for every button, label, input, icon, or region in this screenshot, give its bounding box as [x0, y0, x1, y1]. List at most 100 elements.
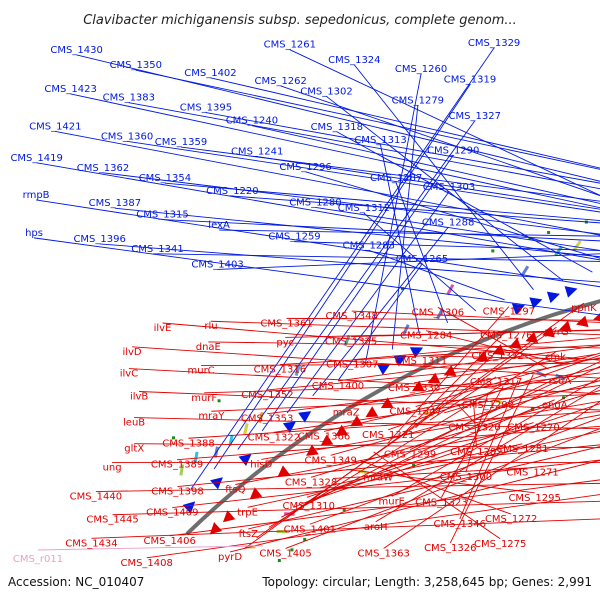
gene-label: CMS_1260	[395, 64, 447, 75]
label-leader-line	[99, 243, 600, 283]
label-leader-line	[135, 69, 600, 170]
gene-label: CMS_1430	[50, 45, 102, 56]
cog-category-block	[193, 451, 199, 464]
gene-label: CMS_1306	[412, 307, 464, 318]
reverse-cds-arrow	[209, 522, 223, 535]
gene-label: CMS_1352	[241, 390, 293, 401]
label-leader-line	[286, 317, 600, 321]
gene-label: CMS_1272	[485, 514, 537, 525]
gene-label: CMS_1282	[450, 447, 502, 458]
label-leader-line	[205, 112, 600, 184]
label-leader-line	[383, 401, 600, 549]
gene-label: CMS_1259	[268, 232, 320, 243]
gene-label: CMS_1332	[471, 351, 523, 362]
gene-label: CMS_1318	[311, 122, 363, 133]
label-leader-line	[437, 306, 549, 370]
gene-labels: CMS_1329 CMS_1319 CMS_1327 CMS_1290 CMS_1303…	[10, 38, 597, 569]
cog-category-block	[520, 265, 530, 277]
label-leader-line	[114, 207, 600, 258]
cog-category-block	[402, 324, 410, 336]
gene-label: ilvE	[154, 323, 172, 334]
label-leader-line	[177, 425, 600, 461]
cog-category-block	[572, 240, 582, 252]
gene-label: rsuA	[549, 376, 572, 387]
label-leader-line	[377, 365, 600, 473]
label-leader-lines	[33, 47, 600, 559]
gene-label: gltX	[124, 444, 144, 455]
gene-label: CMS_1280	[289, 197, 341, 208]
label-leader-line	[247, 431, 600, 508]
label-leader-line	[459, 380, 519, 520]
gene-label: CMS_1299	[384, 450, 436, 461]
gene-label: CMS_1324	[328, 55, 380, 66]
label-leader-line	[211, 320, 600, 336]
gene-label: CMS_1400	[312, 381, 364, 392]
reverse-cds-arrow	[427, 372, 441, 384]
gene-label: dnaE	[196, 342, 221, 353]
gc-marker	[172, 436, 176, 440]
gene-label: CMS_1261	[264, 40, 316, 51]
label-leader-line	[337, 345, 600, 382]
gene-label: CMS_1363	[357, 548, 409, 559]
gene-label: CMS_1359	[155, 137, 207, 148]
label-leader-line	[248, 446, 600, 530]
label-leader-line	[180, 146, 600, 202]
reverse-cds-arrow	[525, 331, 539, 344]
gene-label: mraY	[198, 411, 225, 422]
gc-marker	[303, 537, 307, 541]
gene-label: CMS_1288	[422, 217, 474, 228]
forward-cds-arrow	[377, 364, 391, 375]
label-leader-line	[91, 518, 600, 539]
label-leader-line	[76, 54, 600, 182]
label-leader-line	[312, 227, 449, 397]
gene-label: trpE	[237, 507, 258, 518]
gene-label: CMS_1283	[343, 240, 395, 251]
forward-cds-arrow	[210, 477, 223, 490]
label-leader-line	[286, 191, 450, 414]
gene-label: CMS_1307	[326, 360, 378, 371]
gene-label: CMS_1310	[283, 501, 335, 512]
gene-label: CMS_1409	[146, 508, 198, 519]
gene-label: CMS_1353	[241, 414, 293, 425]
gene-label: CMS_1360	[101, 131, 153, 142]
label-leader-line	[415, 352, 600, 408]
gene-label: CMS_r011	[13, 554, 63, 565]
gene-label: CMS_1349	[304, 455, 356, 466]
label-leader-line	[219, 229, 600, 237]
gene-label: murC	[187, 366, 214, 377]
gene-label: CMS_1328	[285, 477, 337, 488]
cog-category-block	[446, 283, 455, 296]
label-leader-line	[217, 253, 600, 270]
map-title: Clavibacter michiganensis subsp. sepedon…	[83, 13, 517, 28]
label-leader-line	[139, 391, 600, 411]
gene-label: ppnK	[571, 303, 597, 314]
gene-label: ftsZ	[239, 529, 258, 540]
label-leader-line	[373, 451, 501, 540]
label-leader-line	[204, 380, 600, 394]
gene-label: mraZ	[333, 407, 360, 418]
label-leader-line	[157, 253, 600, 262]
label-leader-line	[211, 393, 600, 412]
cog-category-block	[243, 422, 249, 435]
gc-marker	[412, 463, 416, 467]
gene-label: CMS_1271	[506, 468, 558, 479]
label-leader-line	[126, 140, 600, 213]
reverse-cds-arrow	[222, 510, 236, 523]
gene-label: ung	[103, 463, 122, 474]
label-leader-line	[401, 330, 507, 436]
label-leader-line	[235, 414, 600, 485]
gene-label: engA	[542, 400, 568, 411]
gc-marker	[547, 231, 551, 235]
label-leader-line	[172, 459, 600, 508]
gene-label: ilvC	[120, 369, 138, 380]
label-leader-line	[237, 120, 476, 450]
label-leader-line	[309, 417, 600, 525]
forward-cds-arrow	[546, 291, 560, 304]
gene-label: pyrD	[218, 552, 242, 563]
cog-category-block	[284, 512, 295, 516]
cog-category-block	[436, 308, 444, 320]
label-leader-line	[169, 479, 600, 537]
cog-category-block	[492, 397, 503, 405]
label-leader-line	[421, 355, 580, 360]
